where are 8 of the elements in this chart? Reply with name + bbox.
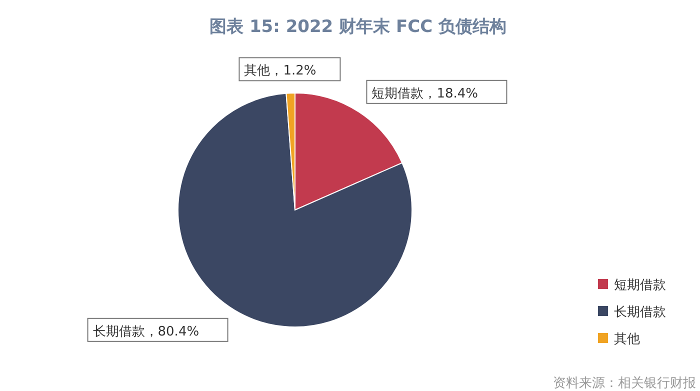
legend-label: 其他	[614, 332, 640, 347]
data-label: 短期借款，18.4%	[372, 86, 478, 102]
data-label: 长期借款，80.4%	[92, 324, 200, 340]
chart-title: 图表 15: 2022 财年末 FCC 负债结构	[210, 17, 506, 37]
legend-label: 长期借款	[614, 305, 666, 320]
text: 资料来源：相关银行财报	[553, 376, 696, 391]
data-label: 其他，1.2%	[244, 64, 316, 79]
legend-label: 短期借款	[614, 278, 666, 293]
